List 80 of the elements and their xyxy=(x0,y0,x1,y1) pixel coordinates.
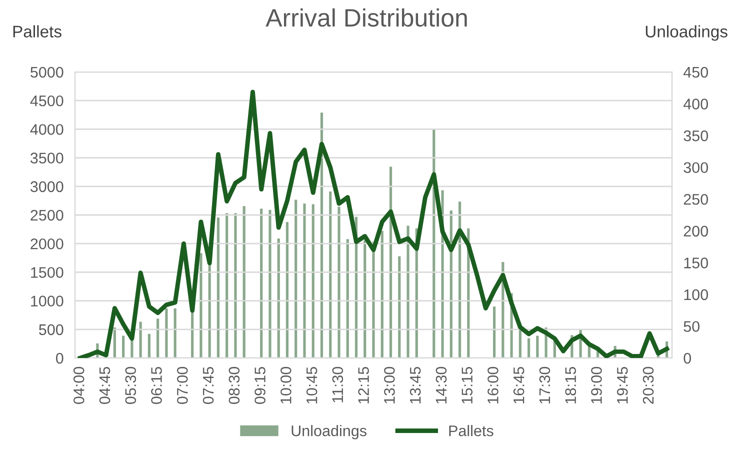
bar xyxy=(372,242,375,358)
x-tick-label: 04:00 xyxy=(73,366,84,404)
y-tick-label: 0 xyxy=(56,352,64,364)
x-tick-label: 20:30 xyxy=(642,366,654,404)
y2-tick-label: 100 xyxy=(684,289,708,300)
x-tick-label: 18:15 xyxy=(565,366,576,404)
x-tick-label: 10:00 xyxy=(280,366,292,404)
legend-label: Unloadings xyxy=(292,425,366,440)
bar xyxy=(260,208,263,358)
x-tick-label: 07:45 xyxy=(202,366,214,404)
x-tick-label: 14:30 xyxy=(436,366,447,404)
bar xyxy=(268,210,272,358)
bar xyxy=(113,327,116,358)
bar xyxy=(406,226,410,358)
y-tick-label: 2000 xyxy=(30,238,64,250)
y-axis-title: Pallets xyxy=(13,25,62,38)
x-tick-label: 06:15 xyxy=(151,366,162,404)
y2-tick-label: 400 xyxy=(683,98,708,110)
y2-tick-label: 250 xyxy=(684,194,708,205)
y2-axis-title: Unloadings xyxy=(646,25,728,41)
y-tick-label: 2500 xyxy=(30,210,64,221)
y-tick-label: 1500 xyxy=(31,267,64,278)
bar xyxy=(165,308,168,358)
x-tick-label: 16:00 xyxy=(488,366,498,404)
x-tick-label: 08:30 xyxy=(228,366,240,404)
bar xyxy=(156,318,160,358)
bar xyxy=(492,306,496,358)
y-tick-label: 3000 xyxy=(30,181,64,192)
y2-tick-label: 200 xyxy=(684,226,708,237)
y2-tick-label: 150 xyxy=(684,258,708,268)
bar xyxy=(286,222,289,358)
y2-tick-label: 50 xyxy=(684,321,700,332)
bar xyxy=(216,218,220,358)
x-tick-label: 12:15 xyxy=(358,366,369,404)
y2-tick-label: 0 xyxy=(684,352,692,364)
y-tick-label: 4000 xyxy=(30,124,64,135)
bar xyxy=(294,200,298,358)
bar xyxy=(346,239,349,358)
line-series xyxy=(78,90,670,358)
y-tick-label: 1000 xyxy=(31,296,64,306)
x-tick-label: 11:30 xyxy=(332,366,344,402)
y2-tick-label: 300 xyxy=(684,162,708,174)
x-tick-label: 19:45 xyxy=(616,366,628,404)
bar xyxy=(364,240,366,358)
x-tick-label: 16:45 xyxy=(513,366,524,404)
bar xyxy=(234,213,237,358)
bar xyxy=(200,253,202,358)
y-tick-label: 5000 xyxy=(30,66,64,78)
bar xyxy=(277,238,280,358)
y2-tick-label: 450 xyxy=(683,66,708,78)
bar xyxy=(380,230,384,358)
x-tick-label: 13:00 xyxy=(384,366,395,404)
legend-label: Pallets xyxy=(449,425,494,436)
x-tick-label: 10:45 xyxy=(306,366,318,404)
bar xyxy=(312,204,314,358)
y-tick-label: 3500 xyxy=(30,152,64,164)
bar xyxy=(226,213,228,358)
bar xyxy=(338,206,340,358)
bar xyxy=(329,191,332,358)
x-tick-label: 04:45 xyxy=(99,366,110,404)
y-tick-label: 500 xyxy=(39,324,64,336)
y2-tick-label: 350 xyxy=(684,130,708,142)
bar xyxy=(122,336,125,358)
bar xyxy=(536,336,539,358)
chart-title: Arrival Distribution xyxy=(266,8,467,27)
bar xyxy=(303,204,306,358)
bar xyxy=(242,206,246,358)
x-tick-label: 19:00 xyxy=(591,366,602,404)
x-tick-label: 17:30 xyxy=(539,366,550,404)
x-tick-label: 15:15 xyxy=(462,366,472,404)
bar xyxy=(398,256,401,358)
bar xyxy=(139,322,142,358)
y-tick-label: 4500 xyxy=(30,95,64,106)
bar xyxy=(174,308,176,358)
x-tick-label: 13:45 xyxy=(410,366,421,404)
bar xyxy=(148,334,150,358)
x-tick-label: 09:15 xyxy=(254,366,266,404)
x-tick-label: 07:00 xyxy=(176,366,188,404)
x-tick-label: 05:30 xyxy=(125,366,136,404)
bar xyxy=(527,338,530,358)
